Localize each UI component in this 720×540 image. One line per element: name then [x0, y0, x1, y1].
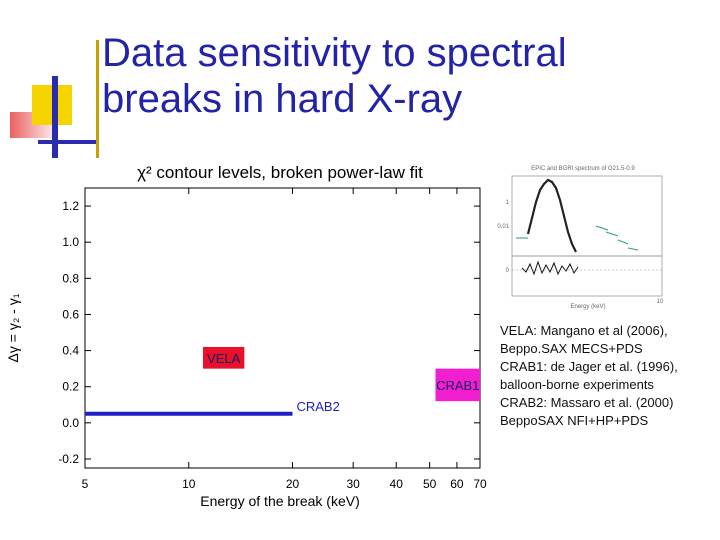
x-tick-label: 60	[450, 477, 464, 491]
series-label-crab2: CRAB2	[296, 399, 339, 414]
decor-blue-line	[38, 140, 96, 144]
caption-line: Beppo.SAX MECS+PDS	[500, 341, 643, 356]
x-tick-label: 5	[82, 477, 89, 491]
inset-tick-lower: 0	[506, 268, 510, 274]
break-energy-chart: χ² contour levels, broken power-law fit …	[5, 163, 487, 509]
inset-top-frame	[511, 175, 663, 257]
inset-spectrum-plot: EPIC and BGRI spectrum of G21.5-0.9 1 0.…	[497, 166, 664, 310]
region-label-crab1: CRAB1	[436, 378, 479, 393]
inset-title: EPIC and BGRI spectrum of G21.5-0.9	[531, 166, 635, 172]
inset-tick-upper: 1	[506, 200, 510, 206]
caption-line: BeppoSAX NFI+HP+PDS	[500, 413, 649, 428]
inset-model-steps	[516, 225, 639, 251]
x-tick-label: 40	[390, 477, 404, 491]
plot-frame	[84, 187, 481, 469]
caption-line: CRAB1: de Jager et al. (1996),	[500, 359, 678, 374]
inset-tick-top: 0.01	[497, 224, 509, 230]
caption-line: CRAB2: Massaro et al. (2000)	[500, 395, 674, 410]
y-tick-label: 0.4	[62, 344, 79, 358]
y-tick-label: 0.6	[62, 307, 79, 321]
x-tick-label: 70	[473, 477, 487, 491]
slide-title-line-2: breaks in hard X-ray	[102, 77, 463, 121]
x-tick-label: 20	[286, 477, 300, 491]
chart-title: χ² contour levels, broken power-law fit	[137, 163, 423, 182]
x-tick-label: 30	[347, 477, 361, 491]
slide-title: Data sensitivity to spectral breaks in h…	[102, 30, 702, 122]
y-tick-label: 0.8	[62, 271, 79, 285]
caption-line: balloon-borne experiments	[500, 377, 654, 392]
x-tick-label: 10	[182, 477, 196, 491]
references-caption: VELA: Mangano et al (2006), Beppo.SAX ME…	[500, 322, 720, 430]
slide-title-line-1: Data sensitivity to spectral	[102, 31, 567, 75]
inset-tick-x: 10	[657, 299, 664, 305]
y-tick-label: -0.2	[58, 452, 79, 466]
inset-residuals	[521, 260, 579, 276]
region-box-crab1	[435, 368, 480, 402]
y-tick-label: 0.2	[62, 380, 79, 394]
decor-blue-bar	[52, 76, 58, 158]
decor-gold-line	[96, 40, 99, 158]
caption-line: VELA: Mangano et al (2006),	[500, 323, 668, 338]
y-tick-label: 0.0	[62, 416, 79, 430]
y-tick-label: 1.2	[62, 199, 79, 213]
inset-x-label: Energy (keV)	[570, 304, 605, 310]
x-axis-label: Energy of the break (keV)	[200, 493, 360, 509]
y-axis-label: Δγ = γ₂ - γ₁	[5, 293, 21, 362]
x-tick-label: 50	[423, 477, 437, 491]
inset-bottom-frame	[511, 255, 663, 297]
region-box-vela	[203, 346, 245, 369]
region-label-vela: VELA	[207, 351, 241, 366]
y-tick-label: 1.0	[62, 235, 79, 249]
inset-spectrum-curve	[526, 178, 577, 253]
